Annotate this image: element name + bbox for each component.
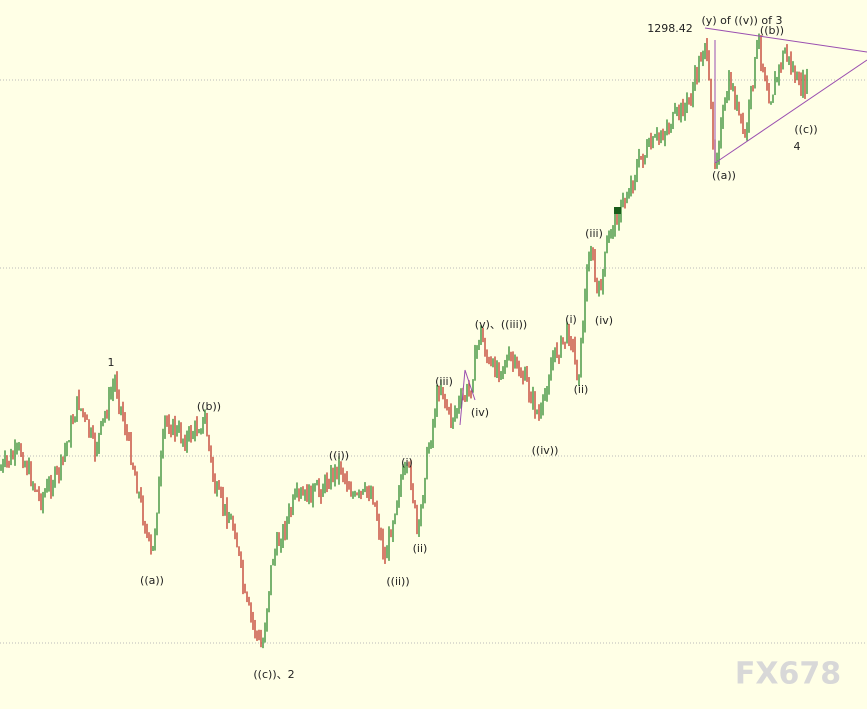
price-label: 1298.42 (647, 22, 693, 35)
wave-label: ((i)) (329, 449, 349, 462)
wave-label: ((c))、2 (253, 668, 294, 681)
wave-label: (iii) (435, 375, 453, 388)
wave-label: (i) (401, 456, 413, 469)
wave-label: 4 (794, 140, 801, 153)
wave-label: ((c)) (794, 123, 817, 136)
trend-line (714, 59, 867, 164)
wave-label: (ii) (413, 542, 428, 555)
trend-line (459, 369, 476, 426)
wave-label: (ii) (574, 383, 589, 396)
wave-label: (y) of ((v)) of 3 (702, 14, 783, 27)
wave-label: 1 (108, 356, 115, 369)
wave-label: (i) (565, 313, 577, 326)
wave-label: ((a)) (140, 574, 164, 587)
wave-label: (iv) (595, 314, 613, 327)
wave-label: ((iv)) (532, 444, 559, 457)
watermark: FX678 (735, 657, 841, 692)
wave-label: (iv) (471, 406, 489, 419)
wave-label: ((b)) (197, 400, 221, 413)
trend-line (704, 27, 867, 53)
wave-label: (iii) (585, 227, 603, 240)
candles (0, 33, 808, 649)
wave-label: ((b)) (760, 24, 784, 37)
wave-label: ((a)) (712, 169, 736, 182)
marker (614, 207, 621, 214)
wave-label: ((ii)) (386, 575, 409, 588)
wave-label: (v)、((iii)) (475, 318, 527, 331)
